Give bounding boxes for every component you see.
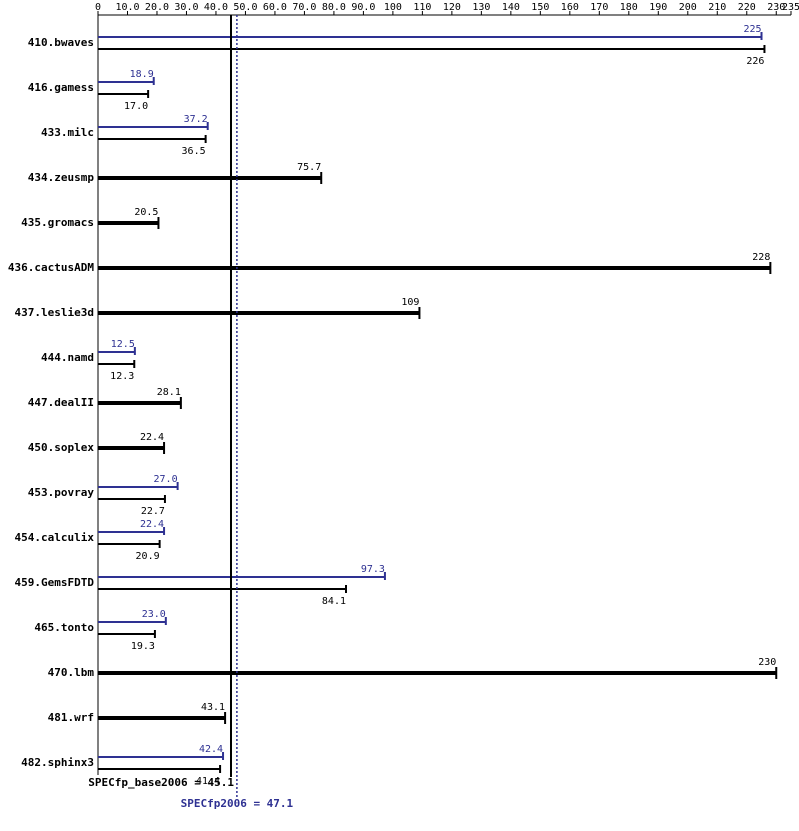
value-label: 43.1 [201,702,225,713]
value-label: 12.5 [111,339,135,350]
reference-label: SPECfp2006 = 47.1 [181,797,294,810]
bar [98,756,224,758]
bar [98,633,155,635]
x-tick-label: 170 [590,2,608,13]
value-label: 225 [743,24,761,35]
x-tick-label: 110 [413,2,431,13]
value-label: 37.2 [184,114,208,125]
bar [98,621,166,623]
bar [98,671,777,675]
bar [98,531,165,533]
value-label: 22.4 [140,519,164,530]
value-label: 109 [401,297,419,308]
value-label: 22.7 [141,506,165,517]
category-label: 481.wrf [48,711,94,724]
bar [98,588,347,590]
x-tick-label: 60.0 [263,2,287,13]
value-label: 20.5 [134,207,158,218]
x-tick-label: 20.0 [145,2,169,13]
bar [98,176,322,180]
bar [98,498,165,500]
category-label: 454.calculix [15,531,95,544]
category-label: 450.soplex [28,441,95,454]
x-tick-label: 50.0 [233,2,257,13]
x-tick-label: 120 [443,2,461,13]
bar [98,138,206,140]
category-label: 437.leslie3d [15,306,94,319]
bar [98,36,762,38]
category-label: 435.gromacs [21,216,94,229]
bar [98,266,771,270]
value-label: 20.9 [136,551,160,562]
x-tick-label: 80.0 [322,2,346,13]
x-tick-label: 220 [738,2,756,13]
x-tick-label: 180 [620,2,638,13]
x-tick-label: 150 [531,2,549,13]
x-tick-label: 140 [502,2,520,13]
x-tick-label: 160 [561,2,579,13]
bar [98,543,160,545]
value-label: 84.1 [322,596,346,607]
category-label: 482.sphinx3 [21,756,94,769]
value-label: 18.9 [130,69,154,80]
bar [98,93,149,95]
bar [98,768,221,770]
x-tick-label: 10.0 [115,2,139,13]
bar [98,716,226,720]
value-label: 230 [758,657,776,668]
x-tick-label: 70.0 [292,2,316,13]
category-label: 416.gamess [28,81,94,94]
value-label: 19.3 [131,641,155,652]
x-tick-label: 100 [384,2,402,13]
value-label: 42.4 [199,744,223,755]
x-tick-label: 200 [679,2,697,13]
category-label: 465.tonto [34,621,94,634]
value-label: 36.5 [182,146,206,157]
bar [98,576,385,578]
x-tick-label: 230 [767,2,785,13]
category-label: 470.lbm [48,666,95,679]
x-tick-label: 235 [782,2,799,13]
value-label: 226 [746,56,764,67]
value-label: 27.0 [154,474,178,485]
x-tick-label: 30.0 [174,2,198,13]
bar [98,81,154,83]
value-label: 97.3 [361,564,385,575]
value-label: 228 [752,252,770,263]
category-label: 410.bwaves [28,36,94,49]
value-label: 75.7 [297,162,321,173]
x-tick-label: 190 [649,2,667,13]
reference-label: SPECfp_base2006 = 45.1 [88,776,234,789]
x-tick-label: 210 [708,2,726,13]
bar [98,446,165,450]
bar [98,351,135,353]
category-label: 459.GemsFDTD [15,576,95,589]
x-tick-label: 0 [95,2,101,13]
category-label: 453.povray [28,486,95,499]
value-label: 12.3 [110,371,134,382]
x-tick-label: 40.0 [204,2,228,13]
bar [98,311,420,315]
value-label: 22.4 [140,432,164,443]
bar [98,486,178,488]
value-label: 41.4 [196,776,220,787]
bar [98,221,159,225]
value-label: 28.1 [157,387,181,398]
category-label: 436.cactusADM [8,261,94,274]
value-label: 17.0 [124,101,148,112]
category-label: 444.namd [41,351,94,364]
x-tick-label: 90.0 [351,2,375,13]
value-label: 23.0 [142,609,166,620]
x-tick-label: 130 [472,2,490,13]
category-label: 433.milc [41,126,94,139]
category-label: 434.zeusmp [28,171,95,184]
category-label: 447.dealII [28,396,94,409]
bar [98,126,208,128]
bar [98,401,181,405]
bar [98,48,765,50]
bar [98,363,135,365]
